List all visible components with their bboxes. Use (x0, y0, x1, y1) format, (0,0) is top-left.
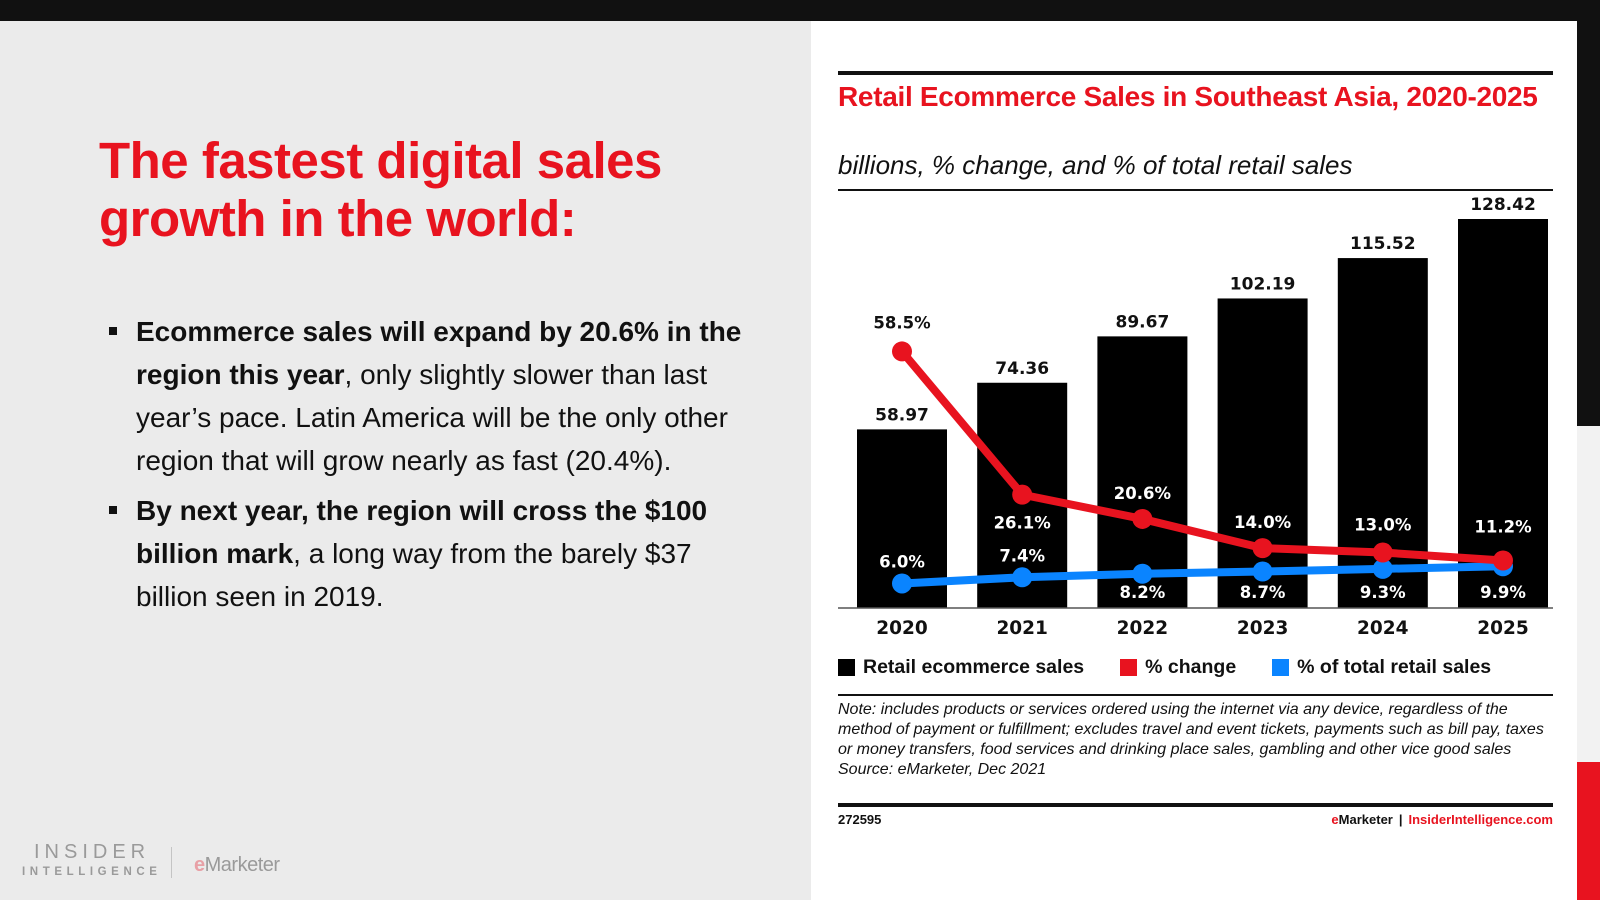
emarketer-logo-text: Marketer (204, 854, 280, 876)
legend-rule (838, 694, 1553, 696)
legend-label: % change (1145, 655, 1237, 678)
chart-top-rule (838, 71, 1553, 75)
bullet-item: By next year, the region will cross the … (106, 489, 746, 618)
top-bar (0, 0, 1600, 21)
bullet-square-icon (109, 327, 117, 335)
logo-divider (171, 847, 172, 878)
chart-id: 272595 (838, 812, 882, 827)
bullet-bold-text: Ecommerce sales will expand by 20.6% in … (136, 316, 742, 390)
insider-logo-text: INSIDER (34, 841, 151, 863)
chart-subtitle: billions, % change, and % of total retai… (838, 150, 1353, 180)
source-text: Source: eMarketer, Dec 2021 (838, 761, 1047, 778)
legend-label: Retail ecommerce sales (863, 655, 1085, 678)
legend-item-share: % of total retail sales (1272, 656, 1491, 679)
brand-marketer: Marketer (1338, 812, 1393, 827)
right-edge-strip-dark (1577, 0, 1600, 426)
legend-item-sales: Retail ecommerce sales (838, 656, 1084, 679)
bullet-text: , a long way from the barely $37 billion… (136, 538, 692, 612)
chart-brand: eMarketer | InsiderIntelligence.com (1331, 812, 1553, 827)
bullet-item: Ecommerce sales will expand by 20.6% in … (106, 310, 746, 482)
legend-item-change: % change (1120, 656, 1236, 679)
legend-swatch-red (1120, 658, 1138, 676)
brand-separator: | (1398, 812, 1403, 827)
chart-legend: Retail ecommerce sales % change % of tot… (838, 654, 1527, 680)
emarketer-logo-e: e (194, 854, 205, 876)
bullet-list: Ecommerce sales will expand by 20.6% in … (106, 310, 746, 618)
slide-headline: The fastest digital sales growth in the … (99, 132, 662, 247)
legend-label: % of total retail sales (1297, 655, 1492, 678)
right-edge-strip-light (1577, 426, 1600, 762)
chart-title: Retail Ecommerce Sales in Southeast Asia… (838, 81, 1538, 112)
brand-site-link[interactable]: InsiderIntelligence.com (1408, 812, 1554, 827)
chart-subtitle-rule (838, 189, 1553, 191)
emarketer-logo: eMarketer (194, 854, 280, 877)
intelligence-logo-text: INTELLIGENCE (22, 866, 162, 878)
bullet-square-icon (109, 506, 117, 514)
bullet-bold-text: By next year, the region will cross the … (136, 495, 708, 569)
brand-e: e (1331, 812, 1339, 827)
bullet-text: , only slightly slower than last year’s … (136, 359, 728, 476)
note-text: Note: includes products or services orde… (838, 701, 1544, 758)
chart-bottom-rule (838, 803, 1553, 807)
chart-note: Note: includes products or services orde… (838, 700, 1553, 780)
right-edge-strip-red (1577, 762, 1600, 900)
legend-swatch-blue (1272, 658, 1290, 676)
legend-swatch-black (838, 658, 855, 676)
